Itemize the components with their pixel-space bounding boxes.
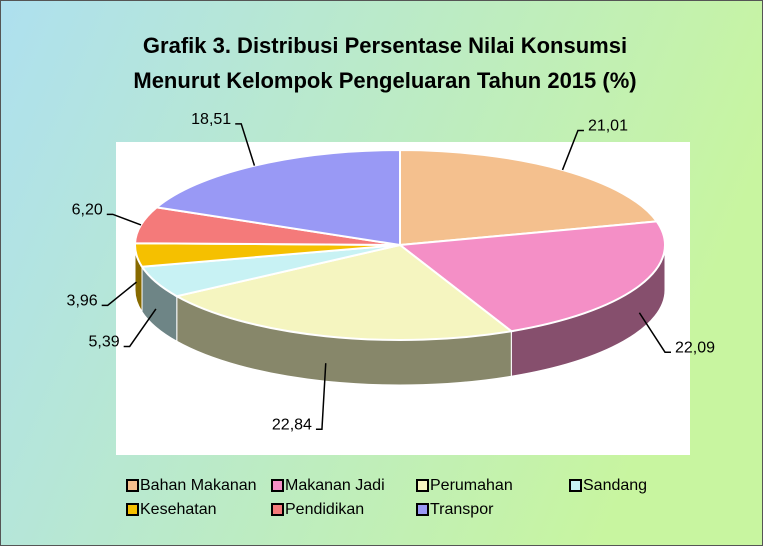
- pie-slice: [397, 220, 666, 333]
- pie-slice: [154, 148, 401, 247]
- legend-label: Makanan Jadi: [285, 477, 385, 494]
- legend-swatch: [569, 479, 582, 492]
- data-label: 22,84: [272, 416, 312, 433]
- leader-line: [315, 363, 327, 430]
- data-label: 18,51: [191, 111, 231, 128]
- leader-line: [235, 123, 256, 166]
- leader-line: [638, 312, 672, 353]
- data-label: 22,09: [675, 339, 715, 356]
- legend-swatch: [271, 503, 284, 516]
- legend-label: Pendidikan: [285, 501, 364, 518]
- legend-label: Transpor: [430, 501, 494, 518]
- data-label: 3,96: [67, 293, 98, 310]
- data-label: 21,01: [588, 118, 628, 135]
- legend-label: Bahan Makanan: [140, 477, 257, 494]
- data-label: 6,20: [72, 202, 103, 219]
- legend-label: Perumahan: [430, 477, 513, 494]
- leader-line: [561, 129, 584, 171]
- legend-swatch: [126, 479, 139, 492]
- chart-title: Grafik 3. Distribusi Persentase Nilai Ko…: [143, 33, 627, 58]
- legend-swatch: [126, 503, 139, 516]
- legend-swatch: [271, 479, 284, 492]
- legend-label: Kesehatan: [140, 501, 217, 518]
- legend-swatch: [416, 479, 429, 492]
- leader-line: [123, 308, 157, 348]
- chart-title: Menurut Kelompok Pengeluaran Tahun 2015 …: [133, 68, 636, 93]
- pie-slice: [174, 243, 514, 341]
- leader-line: [106, 213, 142, 226]
- legend-swatch: [416, 503, 429, 516]
- legend-label: Sandang: [583, 477, 647, 494]
- leader-line: [101, 281, 137, 307]
- data-label: 5,39: [89, 334, 120, 351]
